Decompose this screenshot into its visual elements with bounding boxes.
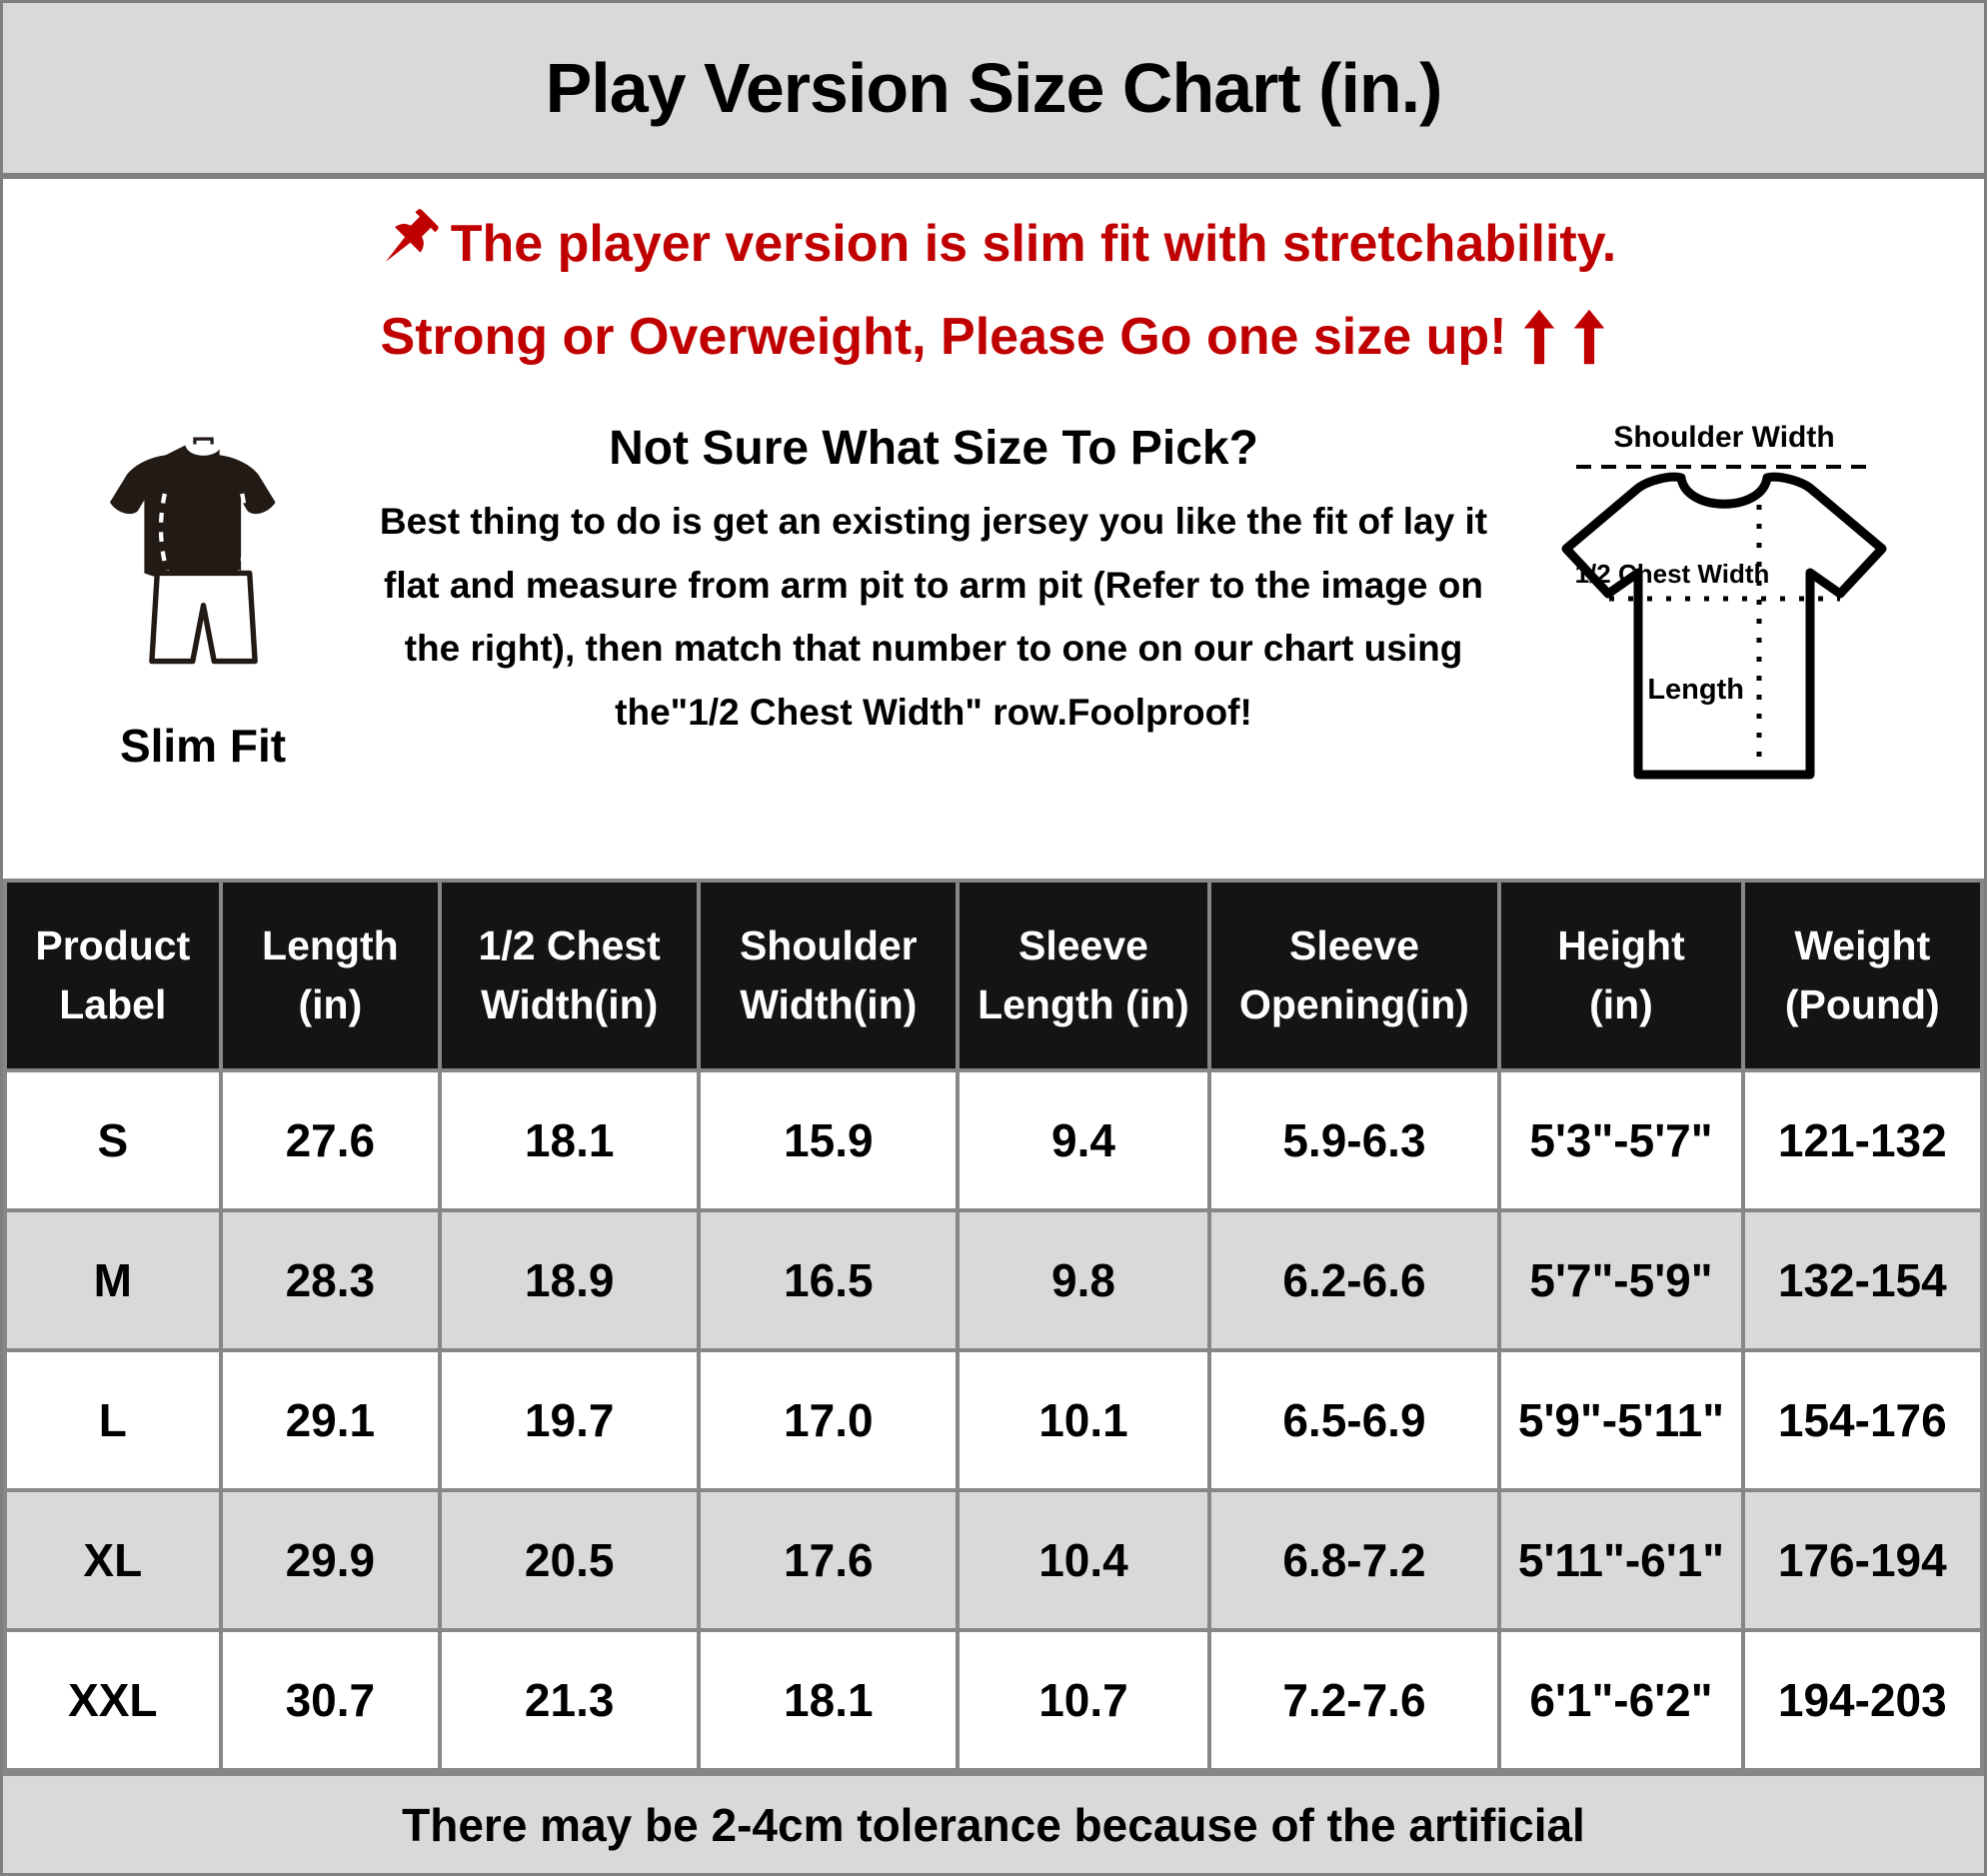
table-cell-L-5: 6.5-6.9 bbox=[1206, 1348, 1502, 1492]
slim-fit-label: Slim Fit bbox=[119, 720, 287, 772]
table-cell-S-0: S bbox=[3, 1068, 223, 1212]
table-cell-XL-5: 6.8-7.2 bbox=[1206, 1488, 1502, 1632]
table-cell-S-1: 27.6 bbox=[218, 1068, 443, 1212]
table-cell-XXL-4: 10.7 bbox=[956, 1628, 1211, 1772]
table-cell-XL-2: 20.5 bbox=[438, 1488, 702, 1632]
table-row-L: L 29.1 19.7 17.0 10.1 6.5-6.9 5'9"-5'11" 154-17… bbox=[3, 1348, 1984, 1492]
tshirt-measure-diagram-icon: Shoulder Width 1/2 Chest Width Length bbox=[1561, 421, 1887, 780]
table-cell-L-4: 10.1 bbox=[956, 1348, 1211, 1492]
table-cell-M-6: 5'7"-5'9" bbox=[1497, 1208, 1745, 1352]
title-band: Play Version Size Chart (in.) bbox=[3, 3, 1984, 179]
table-cell-L-7: 154-176 bbox=[1740, 1348, 1984, 1492]
page-title: Play Version Size Chart (in.) bbox=[545, 49, 1443, 127]
table-cell-L-3: 17.0 bbox=[697, 1348, 961, 1492]
notice-line-1: The player version is slim fit with stre… bbox=[3, 205, 1984, 283]
table-cell-S-3: 15.9 bbox=[697, 1068, 961, 1212]
table-cell-XL-6: 5'11"-6'1" bbox=[1497, 1488, 1745, 1632]
header-cell-4: Sleeve Length (in) bbox=[956, 879, 1211, 1072]
table-cell-XL-7: 176-194 bbox=[1740, 1488, 1984, 1632]
table-cell-M-3: 16.5 bbox=[697, 1208, 961, 1352]
table-cell-XXL-7: 194-203 bbox=[1740, 1628, 1984, 1772]
size-help-body: Best thing to do is get an existing jers… bbox=[379, 501, 1488, 733]
size-help-heading: Not Sure What Size To Pick? bbox=[609, 422, 1258, 475]
table-cell-XXL-1: 30.7 bbox=[218, 1628, 443, 1772]
table-cell-S-5: 5.9-6.3 bbox=[1206, 1068, 1502, 1212]
length-label: Length bbox=[1647, 674, 1744, 706]
arrow-up-icon bbox=[1524, 309, 1555, 365]
table-cell-M-4: 9.8 bbox=[956, 1208, 1211, 1352]
slim-fit-figure-icon bbox=[109, 437, 276, 665]
table-cell-S-2: 18.1 bbox=[438, 1068, 702, 1212]
table-cell-M-7: 132-154 bbox=[1740, 1208, 1984, 1352]
table-cell-XL-3: 17.6 bbox=[697, 1488, 961, 1632]
table-cell-XXL-3: 18.1 bbox=[697, 1628, 961, 1772]
header-cell-1: Length (in) bbox=[218, 879, 443, 1072]
table-cell-M-0: M bbox=[3, 1208, 223, 1352]
header-cell-2: 1/2 Chest Width(in) bbox=[438, 879, 702, 1072]
pushpin-icon bbox=[385, 209, 439, 263]
table-cell-XXL-6: 6'1"-6'2" bbox=[1497, 1628, 1745, 1772]
table-row-M: M 28.3 18.9 16.5 9.8 6.2-6.6 5'7"-5'9" 132-154 bbox=[3, 1208, 1984, 1352]
notice-line-2: Strong or Overweight, Please Go one size… bbox=[3, 307, 1984, 367]
notice-block: The player version is slim fit with stre… bbox=[3, 205, 1984, 367]
content-area: The player version is slim fit with stre… bbox=[3, 179, 1984, 879]
notice-text-1: The player version is slim fit with stre… bbox=[450, 215, 1617, 273]
slim-fit-block: Slim Fit bbox=[43, 417, 363, 773]
table-cell-L-1: 29.1 bbox=[218, 1348, 443, 1492]
table-row-XL: XL 29.9 20.5 17.6 10.4 6.8-7.2 5'11"-6'1" 176-1… bbox=[3, 1488, 1984, 1632]
header-cell-0: Product Label bbox=[3, 879, 223, 1072]
size-help-block: Not Sure What Size To Pick? Best thing t… bbox=[363, 417, 1504, 745]
tshirt-diagram-block: Shoulder Width 1/2 Chest Width Length bbox=[1504, 417, 1944, 807]
footer-band: There may be 2-4cm tolerance because of … bbox=[3, 1772, 1984, 1873]
table-row-S: S 27.6 18.1 15.9 9.4 5.9-6.3 5'3"-5'7" 121-132 bbox=[3, 1068, 1984, 1212]
table-cell-S-4: 9.4 bbox=[956, 1068, 1211, 1212]
table-cell-M-2: 18.9 bbox=[438, 1208, 702, 1352]
shoulder-width-label: Shoulder Width bbox=[1613, 421, 1834, 454]
table-cell-XXL-5: 7.2-7.6 bbox=[1206, 1628, 1502, 1772]
arrow-up-icon bbox=[1574, 309, 1605, 365]
table-cell-L-6: 5'9"-5'11" bbox=[1497, 1348, 1745, 1492]
table-cell-XXL-0: XXL bbox=[3, 1628, 223, 1772]
info-row: Slim Fit Not Sure What Size To Pick? Bes… bbox=[3, 417, 1984, 807]
size-table-body: S 27.6 18.1 15.9 9.4 5.9-6.3 5'3"-5'7" 121-132 M… bbox=[3, 1068, 1984, 1772]
table-cell-M-1: 28.3 bbox=[218, 1208, 443, 1352]
tolerance-note: There may be 2-4cm tolerance because of … bbox=[402, 1798, 1585, 1851]
header-cell-7: Weight (Pound) bbox=[1740, 879, 1984, 1072]
notice-text-2: Strong or Overweight, Please Go one size… bbox=[380, 308, 1507, 366]
table-cell-L-0: L bbox=[3, 1348, 223, 1492]
table-cell-XXL-2: 21.3 bbox=[438, 1628, 702, 1772]
table-cell-XL-1: 29.9 bbox=[218, 1488, 443, 1632]
header-cell-3: Shoulder Width(in) bbox=[697, 879, 961, 1072]
table-cell-S-6: 5'3"-5'7" bbox=[1497, 1068, 1745, 1212]
size-table-head-row: Product Label Length (in) 1/2 Chest Width(in)… bbox=[3, 879, 1984, 1072]
header-cell-5: Sleeve Opening(in) bbox=[1206, 879, 1502, 1072]
half-chest-width-label: 1/2 Chest Width bbox=[1575, 559, 1770, 589]
table-cell-XL-4: 10.4 bbox=[956, 1488, 1211, 1632]
size-table: Product Label Length (in) 1/2 Chest Width(in)… bbox=[3, 879, 1984, 1772]
table-cell-XL-0: XL bbox=[3, 1488, 223, 1632]
header-cell-6: Height (in) bbox=[1497, 879, 1745, 1072]
table-row-XXL: XXL 30.7 21.3 18.1 10.7 7.2-7.6 6'1"-6'2" 194-2… bbox=[3, 1628, 1984, 1772]
table-cell-M-5: 6.2-6.6 bbox=[1206, 1208, 1502, 1352]
table-cell-L-2: 19.7 bbox=[438, 1348, 702, 1492]
table-cell-S-7: 121-132 bbox=[1740, 1068, 1984, 1212]
